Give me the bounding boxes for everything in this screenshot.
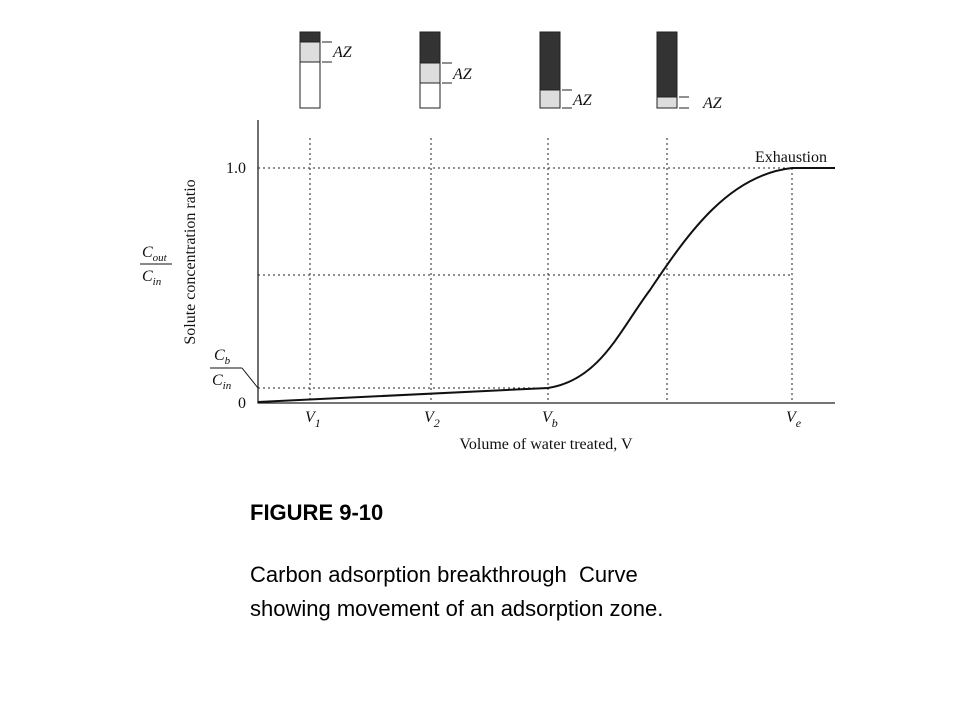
subscript: 2 [434,416,440,430]
symbol: V [305,409,317,426]
caption-text: Carbon adsorption breakthrough Curve sho… [250,562,664,621]
y-axis-title: Solute concentration ratio [182,179,199,344]
column-zone [539,89,561,109]
breakthrough-curve [257,167,835,403]
curve-label: Exhaustion [755,149,827,166]
ratio-den: Cin [212,372,232,392]
columns [299,31,689,109]
az-label: AZ [572,92,593,109]
symbol: C [142,268,153,285]
column-fresh [419,82,441,109]
ratio: Cout Cin [140,244,172,288]
subscript: b [225,355,231,367]
x-tick-label: V2 [424,409,440,430]
az-label: AZ [702,95,723,112]
subscript: out [153,252,168,264]
leader-line [241,367,259,389]
column-spent [299,31,321,43]
subscript: 1 [315,416,321,430]
x-axis-title: Volume of water treated, V [459,436,633,453]
column-spent [656,31,678,98]
ratio-den: Cin [142,268,162,288]
column-fresh [299,61,321,109]
column-zone [656,96,678,109]
column-zone [419,62,441,84]
zone-ticks [322,41,689,109]
ratio-num: Cout [142,244,168,264]
az-label: AZ [332,44,353,61]
symbol: C [142,244,153,261]
y-tick-label: 0 [238,395,246,412]
symbol: V [424,409,436,426]
column-spent [419,31,441,64]
axes [257,120,835,404]
x-tick-label: Ve [786,409,802,430]
column-zone [299,41,321,63]
x-tick-label: V1 [305,409,321,430]
figure: AZ AZ AZ AZ Exhaustion 1.0 0 Solute conc… [140,31,835,453]
breakthrough-ratio: Cb Cin [210,347,259,392]
symbol: V [786,409,798,426]
grid-lines [258,138,793,403]
az-label: AZ [452,66,473,83]
symbol: V [542,409,554,426]
x-tick-label: Vb [542,409,558,430]
subscript: in [223,380,232,392]
symbol: C [212,372,223,389]
caption-title: FIGURE 9-10 [250,500,384,525]
subscript: e [796,416,802,430]
ratio-num: Cb [214,347,231,367]
y-tick-label: 1.0 [226,160,246,177]
subscript: b [552,416,558,430]
column-spent [539,31,561,91]
symbol: C [214,347,225,364]
subscript: in [153,276,162,288]
